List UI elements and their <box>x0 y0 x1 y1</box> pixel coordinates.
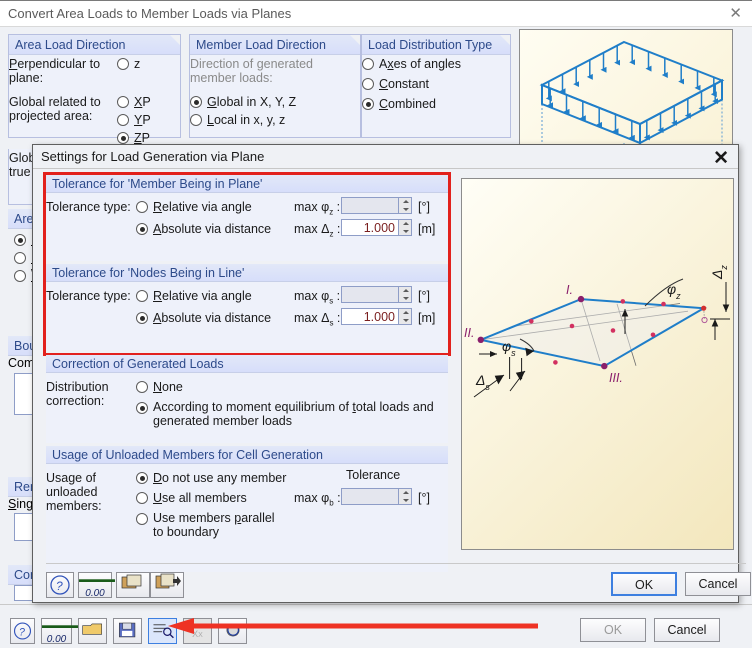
svg-text:?: ? <box>19 626 25 638</box>
svg-text:I.: I. <box>566 283 573 297</box>
svg-text:?: ? <box>56 579 63 593</box>
svg-text:II.: II. <box>464 326 474 340</box>
svg-text:φz: φz <box>667 281 681 301</box>
svg-text:Δs: Δs <box>475 372 490 392</box>
svg-text:III.: III. <box>609 371 623 385</box>
svg-text:Δz: Δz <box>709 265 729 280</box>
